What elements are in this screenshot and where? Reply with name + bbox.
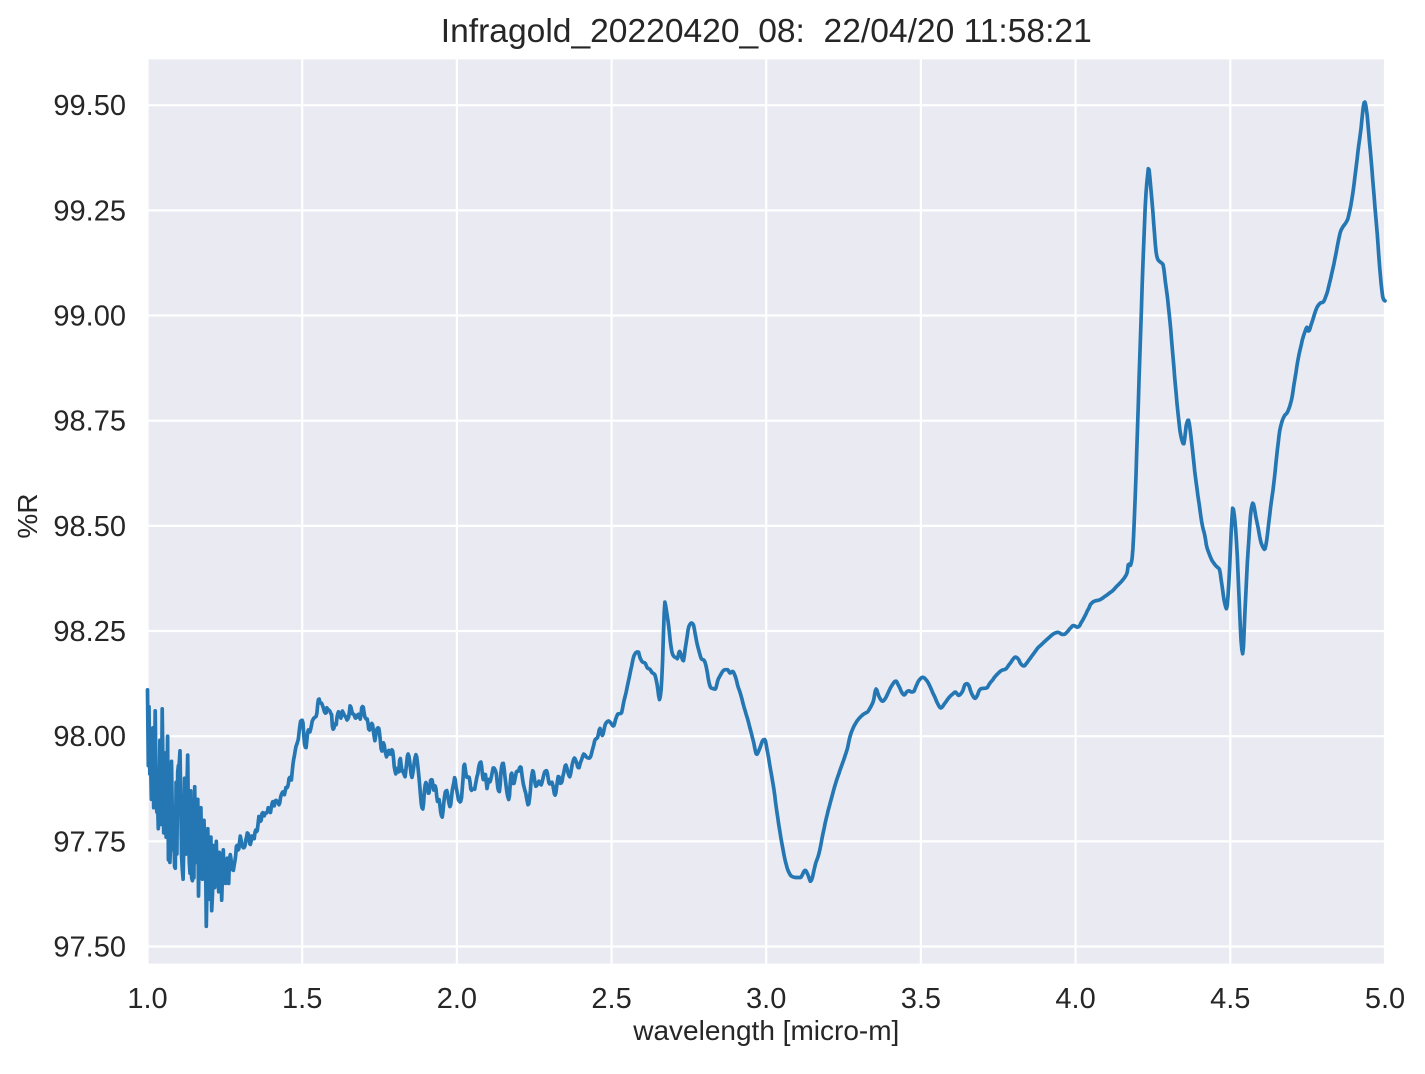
svg-text:99.50: 99.50 xyxy=(53,90,126,122)
svg-text:wavelength [micro-m]: wavelength [micro-m] xyxy=(632,1015,899,1046)
svg-text:Infragold_20220420_08: 22/04/: Infragold_20220420_08: 22/04/20 11:58:21 xyxy=(441,13,1092,50)
svg-text:97.50: 97.50 xyxy=(53,932,126,964)
svg-text:2.0: 2.0 xyxy=(437,983,477,1015)
svg-text:99.00: 99.00 xyxy=(53,301,126,333)
svg-text:1.5: 1.5 xyxy=(282,983,322,1015)
svg-text:4.0: 4.0 xyxy=(1055,983,1095,1015)
svg-text:98.75: 98.75 xyxy=(53,406,126,438)
svg-text:%R: %R xyxy=(12,493,43,538)
svg-text:98.50: 98.50 xyxy=(53,511,126,543)
svg-text:4.5: 4.5 xyxy=(1210,983,1250,1015)
svg-text:99.25: 99.25 xyxy=(53,195,126,227)
svg-text:3.0: 3.0 xyxy=(746,983,786,1015)
svg-text:98.25: 98.25 xyxy=(53,616,126,648)
svg-text:2.5: 2.5 xyxy=(591,983,631,1015)
svg-text:5.0: 5.0 xyxy=(1365,983,1405,1015)
svg-text:97.75: 97.75 xyxy=(53,826,126,858)
svg-text:3.5: 3.5 xyxy=(901,983,941,1015)
svg-text:1.0: 1.0 xyxy=(127,983,167,1015)
svg-text:98.00: 98.00 xyxy=(53,721,126,753)
